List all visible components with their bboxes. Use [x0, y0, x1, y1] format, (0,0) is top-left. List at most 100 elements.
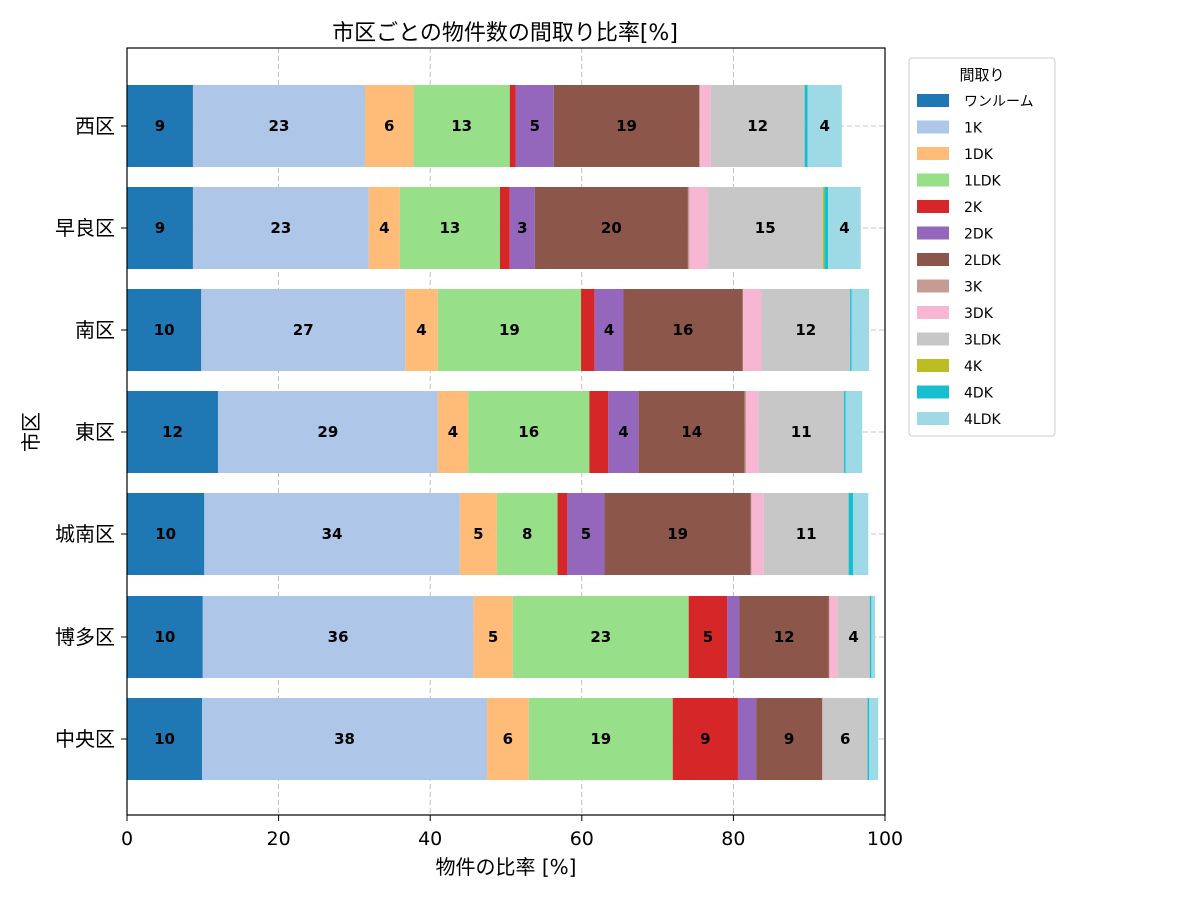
bar-segment — [399, 187, 500, 269]
bar-segment — [688, 596, 728, 678]
bar-data-label: 29 — [317, 423, 338, 441]
bar-data-label: 34 — [322, 525, 343, 543]
bar-segment — [743, 289, 762, 371]
legend-entry-label: 4LDK — [964, 412, 1001, 428]
bar-data-label: 4 — [618, 423, 628, 441]
bar-data-label: 20 — [601, 219, 622, 237]
bar-segment — [437, 289, 582, 371]
bar-segment — [761, 289, 851, 371]
bar-segment — [567, 493, 605, 575]
bar-segment — [739, 596, 829, 678]
legend-swatch — [917, 306, 949, 319]
bar-segment — [405, 289, 438, 371]
bar-data-label: 4 — [416, 321, 426, 339]
bar-segment — [750, 493, 752, 575]
bar-segment — [758, 391, 845, 473]
bar-segment — [528, 698, 673, 780]
bar-segment — [509, 187, 535, 269]
bar-segment — [850, 289, 852, 371]
legend-swatch — [917, 253, 949, 266]
bar-segment — [804, 85, 808, 167]
legend-swatch — [917, 332, 949, 346]
bar-data-label: 6 — [503, 730, 513, 748]
bar-segment — [512, 596, 689, 678]
legend-swatch — [917, 173, 949, 187]
x-tick-label: 60 — [570, 828, 594, 850]
bar-segment — [710, 85, 805, 167]
bar-segment — [192, 187, 369, 269]
bar-data-label: 19 — [499, 321, 520, 339]
bar-segment — [867, 698, 870, 780]
bar-segment — [127, 596, 203, 678]
bar-segment — [499, 187, 510, 269]
legend-entry-label: 4DK — [964, 386, 994, 402]
bar-data-label: 11 — [791, 423, 812, 441]
bar-segment — [127, 289, 202, 371]
legend-entry-label: 3DK — [964, 306, 994, 322]
bar-segment — [473, 596, 513, 678]
bar-data-label: 9 — [784, 730, 794, 748]
bar-data-label: 27 — [293, 321, 314, 339]
bar-segment — [742, 289, 744, 371]
bar-segment — [828, 187, 861, 269]
bar-segment — [487, 698, 529, 780]
bar-segment — [368, 187, 400, 269]
bar-segment — [756, 698, 823, 780]
bar-data-label: 23 — [590, 628, 611, 646]
bar-data-label: 4 — [604, 321, 614, 339]
bar-segment — [192, 85, 366, 167]
bar-segment — [201, 289, 406, 371]
legend-entry-label: 3K — [964, 280, 983, 296]
bar-segment — [204, 493, 460, 575]
legend-entry-label: 2DK — [964, 227, 994, 243]
bar-data-label: 10 — [154, 321, 175, 339]
bar-segment — [869, 698, 879, 780]
bar-data-label: 5 — [488, 628, 498, 646]
bar-segment — [581, 289, 595, 371]
bar-segment — [638, 391, 745, 473]
bar-data-label: 4 — [448, 423, 458, 441]
legend: 間取り ワンルーム 1K 1DK 1LDK 2K 2DK 2LDK 3K 3DK 3LDK 4K 4D… — [908, 57, 1056, 437]
y-tick-label: 城南区 — [55, 522, 115, 546]
bar-data-label: 14 — [681, 423, 702, 441]
bar-segment — [699, 85, 701, 167]
bars-layer — [127, 85, 879, 780]
chart-title: 市区ごとの物件数の間取り比率[%] — [332, 21, 678, 46]
bar-data-label: 12 — [774, 628, 795, 646]
bar-segment — [727, 596, 740, 678]
bar-data-label: 38 — [334, 730, 355, 748]
bar-segment — [822, 698, 823, 780]
x-tick-label: 80 — [721, 828, 745, 850]
bar-segment — [807, 85, 842, 167]
bar-segment — [751, 493, 764, 575]
bar-segment — [700, 85, 711, 167]
legend-title: 間取り — [959, 66, 1004, 84]
y-tick-label: 博多区 — [55, 625, 115, 649]
bar-segment — [534, 187, 688, 269]
bar-data-label: 4 — [839, 219, 849, 237]
bar-data-label: 36 — [328, 628, 349, 646]
legend-entry-label: 4K — [964, 359, 983, 375]
bar-data-label: 19 — [616, 117, 637, 135]
bar-segment — [623, 289, 743, 371]
bar-data-label: 12 — [747, 117, 768, 135]
legend-swatch — [917, 385, 949, 399]
bar-data-label: 3 — [517, 219, 527, 237]
y-tick-label: 西区 — [75, 114, 115, 138]
bar-segment — [557, 493, 568, 575]
bar-data-label: 9 — [155, 219, 165, 237]
x-tick-label: 0 — [121, 828, 133, 850]
bar-data-label: 10 — [155, 525, 176, 543]
x-tick-label: 100 — [867, 828, 903, 850]
bar-segment — [127, 493, 205, 575]
bar-segment — [746, 391, 759, 473]
data-labels-layer: 9 23 6 13 5 19 12 4 9 23 4 13 3 20 15 4 10 27 4 19 4 16 12 12 29… — [154, 117, 859, 748]
bar-segment — [763, 493, 849, 575]
bar-segment — [509, 85, 516, 167]
bar-segment — [413, 85, 510, 167]
bar-segment — [202, 698, 488, 780]
bar-segment — [217, 391, 438, 473]
legend-swatch — [917, 120, 949, 134]
